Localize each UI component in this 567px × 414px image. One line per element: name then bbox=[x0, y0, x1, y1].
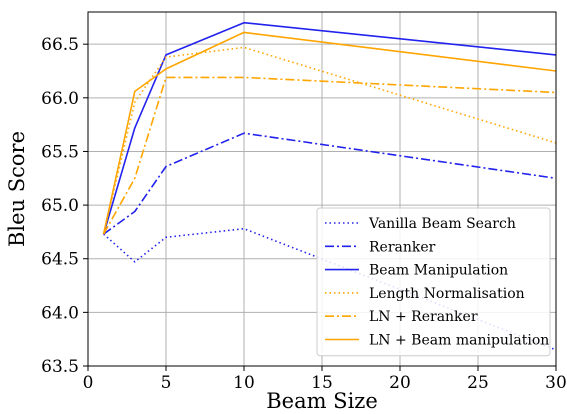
y-tick-label: 65.5 bbox=[41, 142, 79, 162]
legend-entry-label: Vanilla Beam Search bbox=[368, 216, 516, 232]
series-lines bbox=[102, 21, 557, 351]
series-line-beam-manipulation bbox=[102, 21, 557, 235]
x-tick-label: 10 bbox=[233, 373, 255, 393]
y-axis: 63.5 64.0 64.5 65.0 65.5 66.0 66.5 bbox=[41, 35, 88, 377]
grid bbox=[87, 12, 557, 367]
x-tick-label: 20 bbox=[389, 373, 411, 393]
y-tick-label: 65.0 bbox=[41, 196, 79, 216]
legend-entry-label: Beam Manipulation bbox=[369, 263, 508, 279]
y-tick-label: 64.5 bbox=[41, 250, 79, 270]
y-tick-label: 66.5 bbox=[41, 35, 79, 55]
legend-entry-label: Length Normalisation bbox=[369, 286, 525, 302]
y-axis-title: Bleu Score bbox=[5, 131, 29, 247]
x-tick-label: 0 bbox=[83, 373, 94, 393]
x-tick-label: 30 bbox=[545, 373, 567, 393]
x-tick-label: 25 bbox=[467, 373, 489, 393]
legend-entry-label: LN + Beam manipulation bbox=[369, 333, 549, 349]
series-line-ln-reranker bbox=[102, 76, 557, 235]
y-tick-label: 64.0 bbox=[41, 303, 79, 323]
legend: Vanilla Beam Search Reranker Beam Manipula… bbox=[316, 207, 551, 357]
x-tick-label: 5 bbox=[161, 373, 172, 393]
x-tick-label: 15 bbox=[311, 373, 333, 393]
y-tick-label: 63.5 bbox=[41, 357, 79, 377]
legend-entry-label: Reranker bbox=[369, 239, 436, 255]
legend-entry-label: LN + Reranker bbox=[369, 309, 478, 325]
x-axis: 0 5 10 15 20 25 30 bbox=[83, 366, 567, 393]
legend-box bbox=[316, 207, 551, 357]
y-tick-label: 66.0 bbox=[41, 89, 79, 109]
series-line-reranker bbox=[103, 132, 557, 235]
x-axis-title: Beam Size bbox=[266, 389, 378, 413]
series-line-length-normalisation bbox=[102, 46, 557, 235]
series-line-ln-beam-manipulation bbox=[102, 31, 557, 235]
series-line-vanilla-beam-search bbox=[103, 227, 557, 351]
